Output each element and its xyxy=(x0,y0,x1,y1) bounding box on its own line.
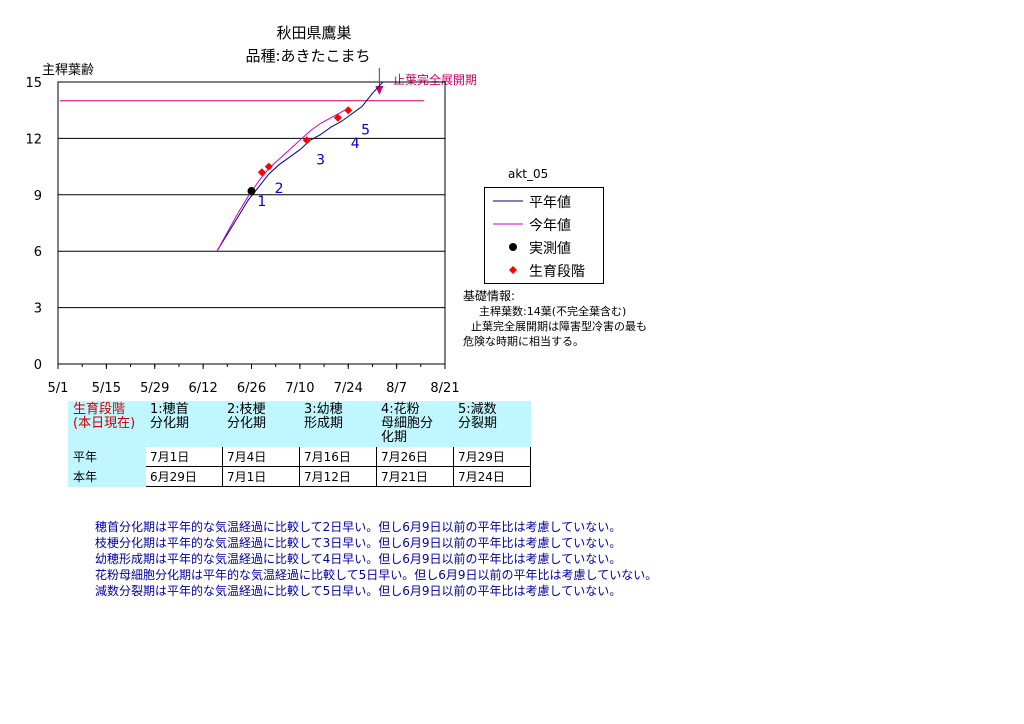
growth-stage-table: 生育段階 (本日現在) 1:穂首 分化期 2:枝梗 分化期 3:幼穂 形成期 4… xyxy=(68,401,531,487)
y-tick-label: 6 xyxy=(34,245,42,260)
note-line: 枝梗分化期は平年的な気温経過に比較して3日早い。但し6月9日以前の平年比は考慮し… xyxy=(95,536,622,550)
plot-frame xyxy=(57,81,446,365)
y-tick-label: 15 xyxy=(25,76,42,91)
reference-arrowhead-icon xyxy=(375,86,384,95)
stage-point xyxy=(344,106,353,115)
series-line-this-year xyxy=(216,107,349,252)
legend-label: 今年値 xyxy=(529,218,571,234)
table-cell: 6月29日 xyxy=(145,466,223,487)
table-corner: 生育段階 (本日現在) xyxy=(68,401,146,447)
chart-legend: 平年値 今年値 実測値 生育段階 xyxy=(484,187,604,284)
y-tick-label: 9 xyxy=(34,189,42,204)
note-line: 減数分裂期は平年的な気温経過に比較して5日早い。但し6月9日以前の平年比は考慮し… xyxy=(95,584,622,598)
table-row: 本年 6月29日 7月1日 7月12日 7月21日 7月24日 xyxy=(68,466,531,487)
table-cell: 7月21日 xyxy=(376,466,454,487)
legend-label: 実測値 xyxy=(529,241,571,257)
x-tick-label: 8/21 xyxy=(430,381,459,396)
table-header-cell: 3:幼穂 形成期 xyxy=(299,401,377,447)
y-tick-label: 12 xyxy=(25,132,42,147)
table-cell: 7月1日 xyxy=(145,446,223,467)
stage-number-label: 1 xyxy=(257,194,266,210)
table-cell: 7月26日 xyxy=(376,446,454,467)
table-row-label: 平年 xyxy=(68,446,146,467)
leaf-age-chart: 秋田県鷹巣 品種:あきたこまち 主稈葉齢 akt_05 止葉完全展開期 0 3 6 9… xyxy=(25,24,548,396)
stage-number-label: 4 xyxy=(351,136,360,152)
y-axis-label: 主稈葉齢 xyxy=(42,63,94,78)
stage-number-label: 3 xyxy=(316,153,325,169)
stage-point xyxy=(264,162,273,171)
stage-point xyxy=(333,113,342,122)
chart-subtitle: 品種:あきたこまち xyxy=(245,47,370,65)
legend-item-this-year: 今年値 xyxy=(485,213,603,235)
table-header-cell: 2:枝梗 分化期 xyxy=(222,401,300,447)
note-line: 花粉母細胞分化期は平年的な気温経過に比較して5日早い。但し6月9日以前の平年比は… xyxy=(95,568,658,582)
x-tick-label: 5/15 xyxy=(92,381,121,396)
legend-diamond-icon xyxy=(509,266,517,274)
table-cell: 7月4日 xyxy=(222,446,300,467)
comparison-notes: 穂首分化期は平年的な気温経過に比較して2日早い。但し6月9日以前の平年比は考慮し… xyxy=(95,519,657,599)
x-tick-label: 5/1 xyxy=(48,381,69,396)
stage-number-label: 2 xyxy=(275,181,284,197)
table-row: 平年 7月1日 7月4日 7月16日 7月26日 7月29日 xyxy=(68,446,531,467)
chart-title: 秋田県鷹巣 xyxy=(276,24,351,42)
x-tick-label: 7/24 xyxy=(334,381,363,396)
table-header-cell: 5:減数 分裂期 xyxy=(453,401,531,447)
table-cell: 7月12日 xyxy=(299,466,377,487)
legend-line-this-year-icon xyxy=(493,223,523,225)
stage-point xyxy=(257,168,266,177)
table-cell: 7月24日 xyxy=(453,466,531,487)
legend-line-normal-icon xyxy=(493,200,523,202)
table-header-cell: 1:穂首 分化期 xyxy=(145,401,223,447)
stage-point xyxy=(302,136,311,145)
chart-code: akt_05 xyxy=(508,167,548,181)
basic-info: 基礎情報: 主稈葉数:14葉(不完全葉含む) 止葉完全展開期は障害型冷害の最も … xyxy=(463,289,647,349)
series-line-normal xyxy=(216,81,384,252)
y-tick-label: 0 xyxy=(34,358,42,373)
measured-point xyxy=(247,187,256,196)
note-line: 穂首分化期は平年的な気温経過に比較して2日早い。但し6月9日以前の平年比は考慮し… xyxy=(95,520,622,534)
table-header-cell: 4:花粉 母細胞分 化期 xyxy=(376,401,454,447)
legend-item-normal: 平年値 xyxy=(485,190,603,212)
legend-label: 平年値 xyxy=(529,195,571,211)
legend-label: 生育段階 xyxy=(529,264,585,280)
stage-number-label: 5 xyxy=(361,123,370,139)
table-header-row: 生育段階 (本日現在) 1:穂首 分化期 2:枝梗 分化期 3:幼穂 形成期 4… xyxy=(68,401,531,447)
info-title: 基礎情報: xyxy=(463,289,516,303)
x-tick-label: 5/29 xyxy=(140,381,169,396)
x-tick-label: 6/12 xyxy=(189,381,218,396)
x-tick-label: 8/7 xyxy=(386,381,407,396)
table-cell: 7月1日 xyxy=(222,466,300,487)
table-row-label: 本年 xyxy=(68,466,146,487)
table-cell: 7月16日 xyxy=(299,446,377,467)
legend-item-measured: 実測値 xyxy=(485,236,603,258)
reference-line-label: 止葉完全展開期 xyxy=(393,72,477,87)
note-line: 幼穂形成期は平年的な気温経過に比較して4日早い。但し6月9日以前の平年比は考慮し… xyxy=(95,552,622,566)
info-line: 危険な時期に相当する。 xyxy=(463,335,584,348)
x-tick-label: 7/10 xyxy=(285,381,314,396)
y-tick-label: 3 xyxy=(34,302,42,317)
x-tick-label: 6/26 xyxy=(237,381,266,396)
table-cell: 7月29日 xyxy=(453,446,531,467)
info-line: 止葉完全展開期は障害型冷害の最も xyxy=(471,320,647,333)
legend-circle-icon xyxy=(509,243,517,251)
legend-item-stage: 生育段階 xyxy=(485,259,603,281)
info-line: 主稈葉数:14葉(不完全葉含む) xyxy=(479,305,627,318)
